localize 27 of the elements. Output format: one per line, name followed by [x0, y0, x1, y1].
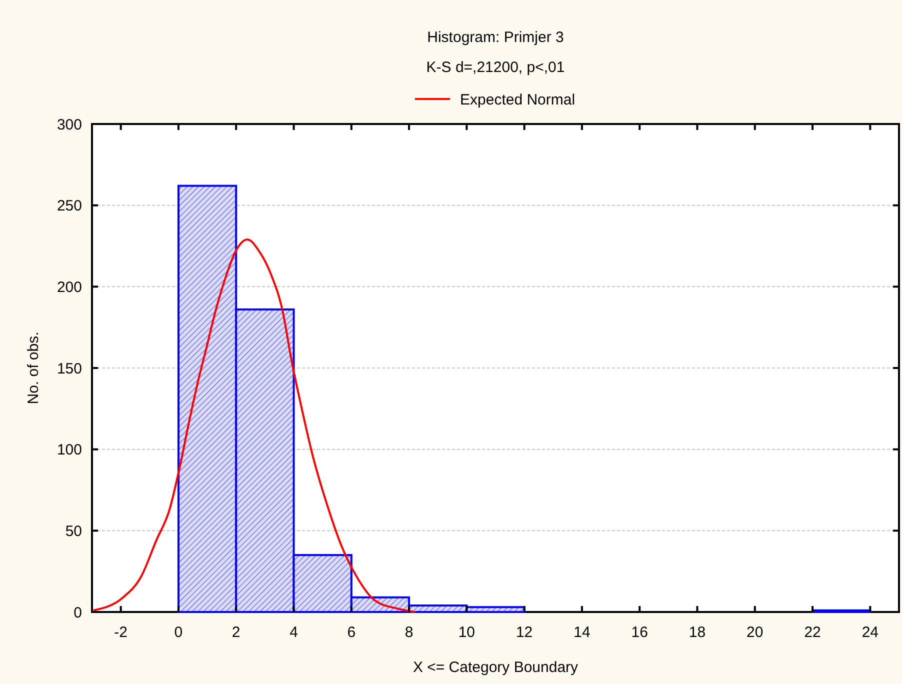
- legend-label: Expected Normal: [460, 91, 576, 108]
- x-axis-title: X <= Category Boundary: [412, 659, 579, 676]
- chart-title: Histogram: Primjer 3: [427, 29, 564, 46]
- x-tick-label: 10: [458, 624, 476, 641]
- x-tick-label: 14: [574, 624, 590, 641]
- y-tick-label: 250: [56, 198, 82, 215]
- x-tick-label: 12: [516, 624, 533, 641]
- x-tick-label: 24: [862, 624, 879, 641]
- x-tick-label: 0: [174, 624, 183, 641]
- y-tick-label: 0: [74, 604, 82, 622]
- x-tick-label: 4: [290, 624, 298, 641]
- x-tick-label: 20: [746, 624, 764, 641]
- chart-subtitle: K-S d=,21200, p<,01: [426, 59, 565, 76]
- y-axis-title: No. of obs.: [25, 332, 42, 404]
- x-tick-label: 18: [688, 624, 706, 641]
- line-series: [92, 238, 416, 613]
- x-tick-label: 8: [404, 624, 414, 641]
- x-tick-label: 22: [804, 624, 821, 641]
- x-tick-label: 6: [347, 624, 356, 641]
- x-tick-label: -2: [114, 624, 128, 641]
- y-tick-label: 100: [56, 442, 82, 459]
- x-tick-label: 2: [232, 624, 240, 641]
- x-tick-label: 16: [631, 624, 648, 641]
- y-tick-label: 200: [56, 278, 82, 296]
- y-tick-label: 50: [65, 522, 82, 540]
- y-tick-label: 300: [56, 116, 82, 134]
- y-tick-label: 150: [56, 360, 82, 378]
